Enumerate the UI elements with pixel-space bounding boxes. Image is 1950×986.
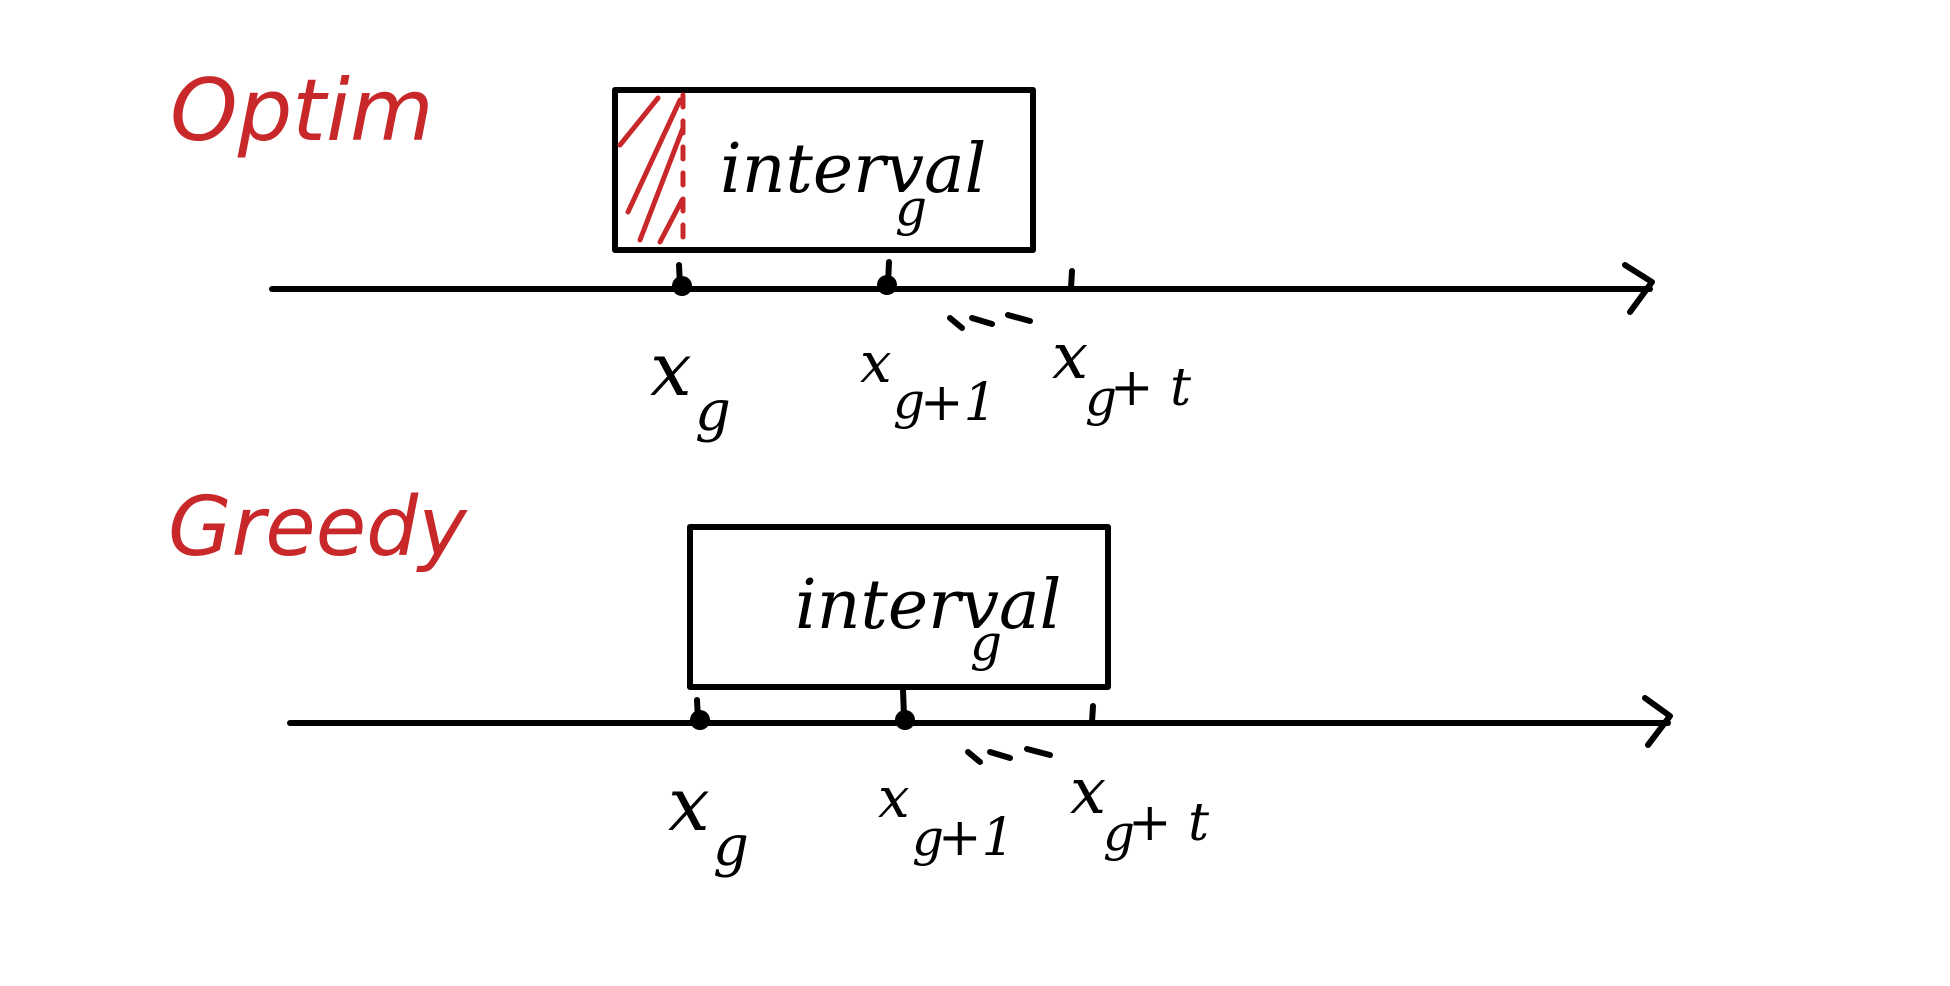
ellipsis-optim (947, 312, 1033, 331)
svg-text:g: g (1085, 369, 1117, 427)
interval-sub-optim: g (895, 179, 927, 237)
tick-label-1-greedy: x g (668, 762, 749, 879)
svg-text:x: x (860, 331, 892, 396)
svg-text:+1: +1 (920, 373, 997, 433)
svg-text:g: g (695, 379, 731, 444)
hatch-region-optim (617, 92, 686, 245)
interval-box-optim (612, 87, 1036, 253)
tick-label-3-greedy: x g + t (1070, 755, 1209, 862)
svg-text:x: x (1052, 320, 1088, 394)
tick-label-1-optim: x g (650, 327, 731, 444)
tick-mark-2-optim (885, 259, 892, 287)
svg-text:g: g (912, 809, 944, 867)
interval-label-optim: interval (720, 130, 986, 209)
tick-mark-1-optim (676, 262, 683, 289)
tick-label-2-greedy: x g +1 (878, 766, 1015, 868)
tick-label-2-optim: x g +1 (860, 331, 997, 433)
svg-text:+ t: + t (1110, 358, 1191, 418)
svg-text:g: g (713, 814, 749, 879)
svg-text:g: g (1103, 804, 1135, 862)
panel-greedy: Greedy interval g x g x g +1 x g + t (168, 480, 1673, 879)
tick-mark-1-greedy (694, 697, 701, 723)
hatch-line (657, 197, 685, 245)
hatch-line (617, 95, 661, 148)
tick-label-3-optim: x g + t (1052, 320, 1191, 427)
svg-text:+1: +1 (938, 808, 1015, 868)
svg-text:+ t: + t (1128, 793, 1209, 853)
panel-optim: Optim interval g x g x g (170, 61, 1655, 444)
svg-text:x: x (1070, 755, 1106, 829)
panel-title-optim: Optim (170, 61, 434, 161)
axis-arrowhead-greedy (1642, 695, 1673, 748)
tick-mark-3-optim (1068, 268, 1075, 291)
tick-mark-3-greedy (1089, 703, 1096, 725)
interval-box-greedy (687, 524, 1111, 690)
svg-text:x: x (878, 766, 910, 831)
tick-mark-2-greedy (900, 687, 907, 719)
hatch-line (625, 97, 683, 215)
svg-text:x: x (668, 762, 710, 848)
axis-arrowhead-optim (1622, 262, 1655, 315)
interval-sub-greedy: g (970, 614, 1002, 672)
ellipsis-greedy (965, 746, 1053, 765)
hatch-line (637, 125, 686, 243)
panel-title-greedy: Greedy (168, 480, 468, 575)
svg-text:x: x (650, 327, 692, 413)
tick-point-2-greedy (895, 710, 915, 730)
svg-text:g: g (893, 372, 925, 430)
interval-label-greedy: interval (795, 566, 1061, 645)
